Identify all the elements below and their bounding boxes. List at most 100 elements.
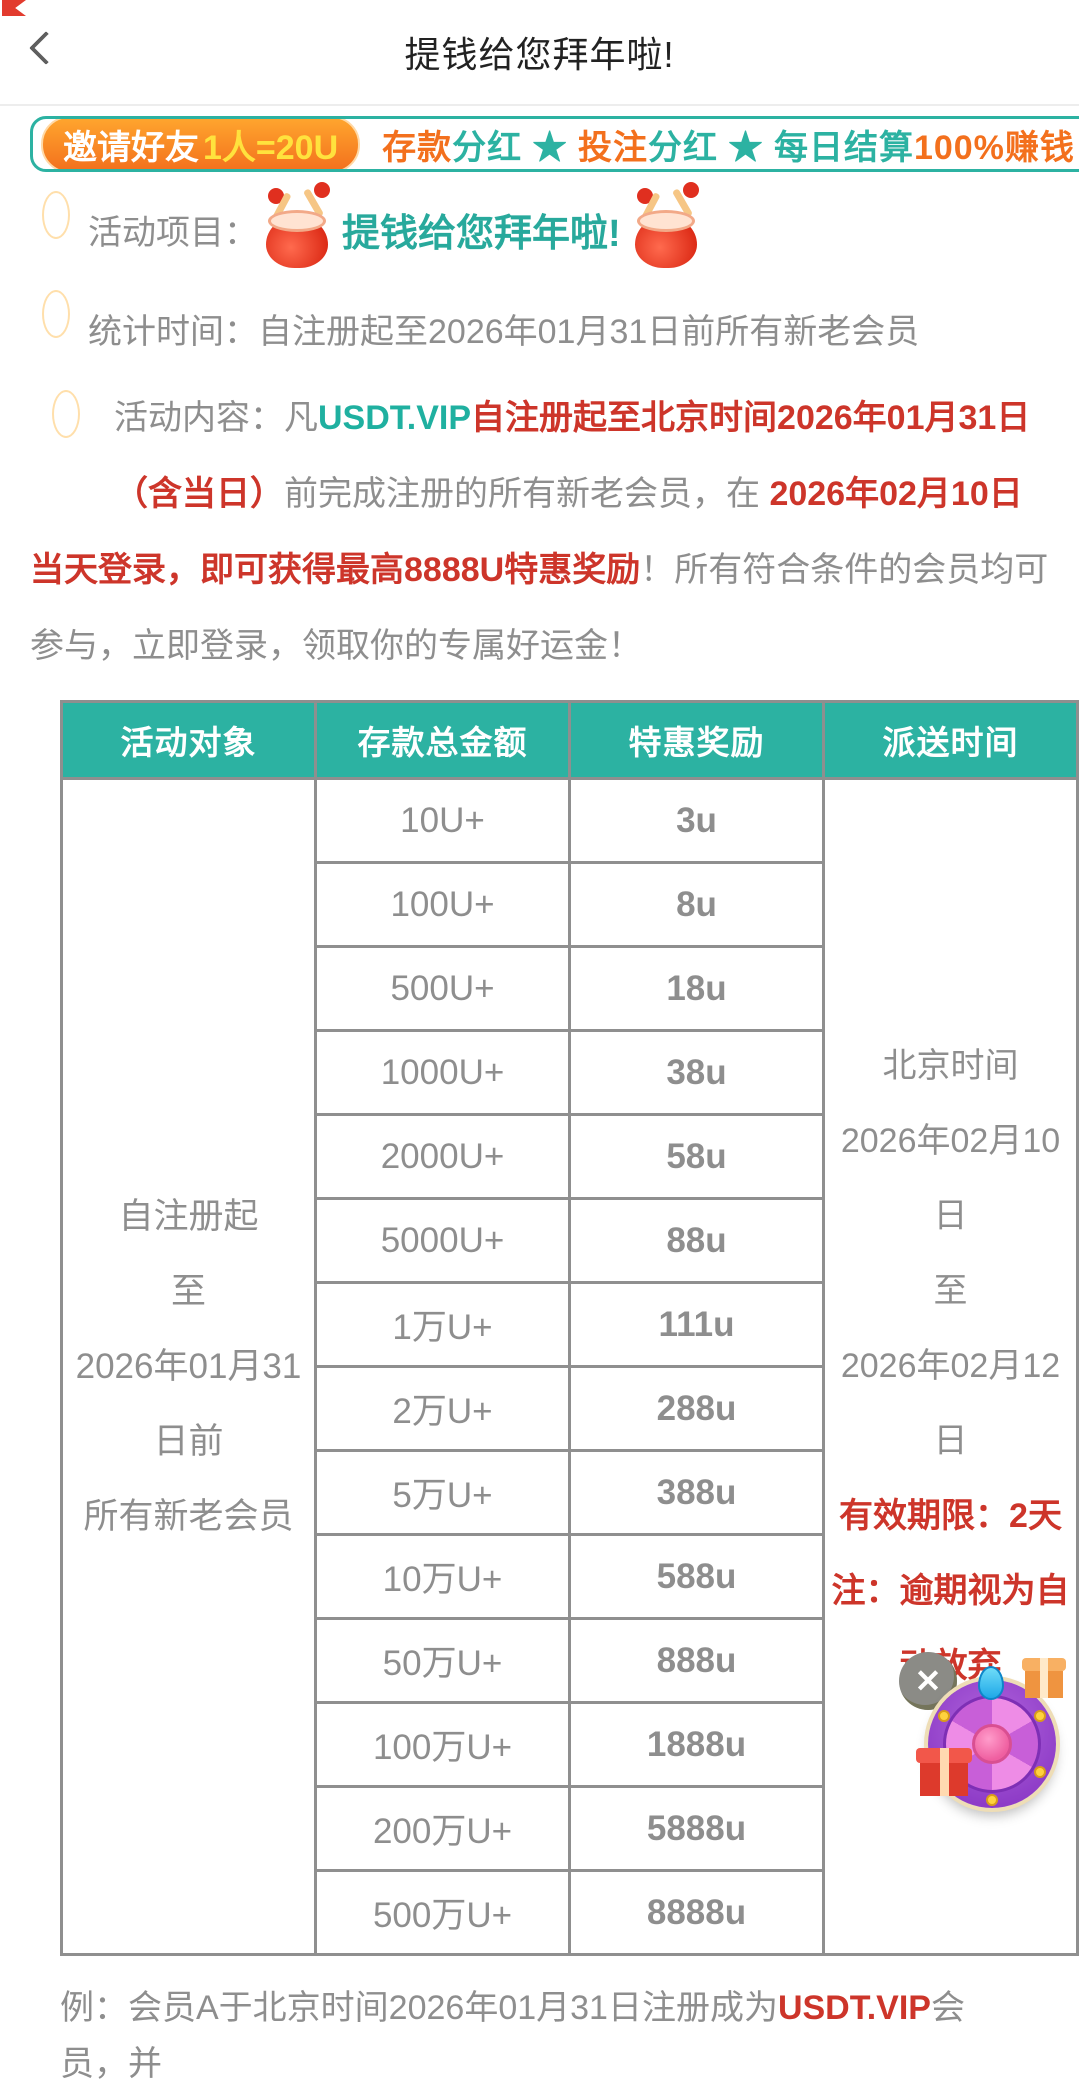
reward-cell: 1888u xyxy=(568,1701,825,1788)
text-segment: 100%赚钱 xyxy=(913,128,1075,167)
table-body: 自注册起 至 2026年01月31 日前 所有新老会员 10U+ 3u 北京时间… xyxy=(60,777,1079,1956)
wheel-hub xyxy=(972,1724,1012,1764)
page-title: 提钱给您拜年啦! xyxy=(404,34,675,75)
table-row: 5万U+ 388u xyxy=(62,1449,1078,1536)
main-content: 活动项目： 提钱给您拜年啦! 统计时间： 自注册起至2026年01月31日前所有… xyxy=(0,182,1079,2092)
target-cell: 自注册起 至 2026年01月31 日前 所有新老会员 xyxy=(60,777,317,1956)
text-segment: 例：会员A于北京时间2026年01月31日注册成为 xyxy=(60,1989,778,2027)
gift-icon xyxy=(1022,1658,1066,1700)
drum-icon xyxy=(258,182,336,272)
text-segment: 投注 xyxy=(578,128,649,167)
reward-cell: 388u xyxy=(568,1449,825,1536)
content-text: 凡USDT.VIP自注册起至北京时间2026年01月31日（含当日）前完成注册的… xyxy=(30,399,1048,665)
wheel-dot xyxy=(986,1794,998,1806)
reward-cell: 8u xyxy=(568,861,825,948)
wheel-dot xyxy=(1034,1710,1046,1722)
deposit-cell: 500万U+ xyxy=(314,1869,571,1956)
table-row: 1000U+ 38u xyxy=(62,1029,1078,1116)
reward-cell: 38u xyxy=(568,1029,825,1116)
text-segment: ！所有符合条件的会员均可参与，立即登录，领取你的专属好运金！ xyxy=(30,551,1049,665)
table-row: 自注册起 至 2026年01月31 日前 所有新老会员 10U+ 3u 北京时间… xyxy=(60,777,1079,1956)
table-row: 50万U+ 888u xyxy=(62,1617,1078,1704)
invite-pill: 邀请好友 1人=20U xyxy=(41,119,361,169)
row-project: 活动项目： 提钱给您拜年啦! xyxy=(30,182,1049,272)
deposit-cell: 5万U+ xyxy=(314,1449,571,1536)
close-icon: ✕ xyxy=(914,1663,942,1699)
text-segment: 2026年02月10日当天登录，即可获得最高8888U特惠奖励 xyxy=(30,475,1023,589)
gem-pointer-icon xyxy=(978,1666,1004,1700)
table-row: 2000U+ 58u xyxy=(62,1113,1078,1200)
text-segment: USDT.VIP xyxy=(318,399,472,437)
reward-cell: 5888u xyxy=(568,1785,825,1872)
reward-cell: 288u xyxy=(568,1365,825,1452)
deposit-cell: 1万U+ xyxy=(314,1281,571,1368)
lucky-wheel-button[interactable] xyxy=(928,1666,1056,1808)
promo-banner: 邀请好友 1人=20U 存款分红 ★ 投注分红 ★ 每日结算100%赚钱 xyxy=(30,116,1079,172)
reward-cell: 8888u xyxy=(568,1869,825,1956)
col-header-deposit: 存款总金额 xyxy=(314,700,571,780)
rewards-table: 活动对象 存款总金额 特惠奖励 派送时间 自注册起 至 2026年01月31 日… xyxy=(60,700,1079,1956)
stats-value: 自注册起至2026年01月31日前所有新老会员 xyxy=(258,312,920,351)
close-button[interactable]: ✕ xyxy=(899,1652,957,1710)
text-segment: 前完成注册的所有新老会员，在 xyxy=(284,475,770,513)
reward-cell: 111u xyxy=(568,1281,825,1368)
col-header-delivery: 派送时间 xyxy=(822,700,1079,780)
back-button[interactable] xyxy=(29,31,63,65)
activity-content: 活动内容：凡USDT.VIP自注册起至北京时间2026年01月31日（含当日）前… xyxy=(30,380,1049,684)
invite-pill-highlight: 1人=20U xyxy=(203,128,339,167)
deposit-cell: 500U+ xyxy=(314,945,571,1032)
invite-pill-text: 邀请好友 xyxy=(63,128,199,167)
header: 提钱给您拜年啦! xyxy=(0,0,1079,106)
text-segment: 存款 xyxy=(382,128,453,167)
text-segment: 分红 xyxy=(648,128,719,167)
deposit-cell: 100U+ xyxy=(314,861,571,948)
content-label: 活动内容： xyxy=(114,399,284,437)
text-segment: USDT.VIP xyxy=(777,1989,931,2027)
reward-cell: 588u xyxy=(568,1533,825,1620)
wheel-dot xyxy=(938,1710,950,1722)
deposit-cell: 2万U+ xyxy=(314,1365,571,1452)
wheel-dot xyxy=(1034,1766,1046,1778)
corner-red-mark xyxy=(2,0,26,16)
drum-icon xyxy=(627,182,705,272)
text-segment: ★ xyxy=(718,128,774,167)
deposit-cell: 1000U+ xyxy=(314,1029,571,1116)
deposit-cell: 10万U+ xyxy=(314,1533,571,1620)
text-segment: 凡 xyxy=(284,399,318,437)
reward-cell: 3u xyxy=(568,777,825,864)
table-header-row: 活动对象 存款总金额 特惠奖励 派送时间 xyxy=(60,700,1079,780)
example-note: 例：会员A于北京时间2026年01月31日注册成为USDT.VIP会员，并 xyxy=(30,1980,1049,2092)
reward-cell: 88u xyxy=(568,1197,825,1284)
reward-cell: 58u xyxy=(568,1113,825,1200)
table-row: 1万U+ 111u xyxy=(62,1281,1078,1368)
deposit-cell: 100万U+ xyxy=(314,1701,571,1788)
deposit-cell: 2000U+ xyxy=(314,1113,571,1200)
col-header-target: 活动对象 xyxy=(60,700,317,780)
table-row: 10万U+ 588u xyxy=(62,1533,1078,1620)
gift-icon xyxy=(916,1748,972,1798)
lantern-icon xyxy=(40,386,98,470)
reward-cell: 888u xyxy=(568,1617,825,1704)
table-row: 5000U+ 88u xyxy=(62,1197,1078,1284)
table-row: 2万U+ 288u xyxy=(62,1365,1078,1452)
table-row: 100U+ 8u xyxy=(62,861,1078,948)
table-row: 100万U+ 1888u xyxy=(62,1701,1078,1788)
deposit-cell: 10U+ xyxy=(314,777,571,864)
text-segment: 分红 xyxy=(452,128,523,167)
promo-page: { "colors":{"teal":"#2cb2a2","orange":"#… xyxy=(0,0,1079,1939)
text-segment: ★ xyxy=(522,128,579,167)
text-segment: 自注册起至北京时间2026年01月31日（含当日） xyxy=(114,399,1031,513)
delivery-time-text: 北京时间 2026年02月10 日 至 2026年02月12 日 xyxy=(840,1047,1061,1460)
table-row: 500U+ 18u xyxy=(62,945,1078,1032)
deposit-cell: 200万U+ xyxy=(314,1785,571,1872)
banner-text: 存款分红 ★ 投注分红 ★ 每日结算100%赚钱 xyxy=(382,120,1075,169)
col-header-reward: 特惠奖励 xyxy=(568,700,825,780)
lantern-icon xyxy=(30,187,88,271)
project-label: 活动项目： xyxy=(88,213,258,252)
deposit-cell: 50万U+ xyxy=(314,1617,571,1704)
text-segment: 每日结算 xyxy=(773,128,914,167)
table-row: 200万U+ 5888u xyxy=(62,1785,1078,1872)
row-stats: 统计时间： 自注册起至2026年01月31日前所有新老会员 xyxy=(30,286,1049,370)
lantern-icon xyxy=(30,286,88,370)
reward-cell: 18u xyxy=(568,945,825,1032)
